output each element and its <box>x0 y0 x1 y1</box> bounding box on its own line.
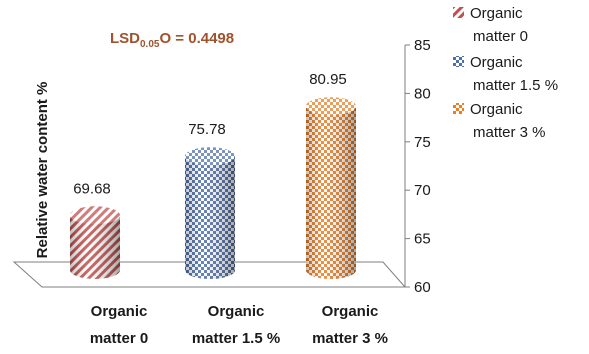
bar-top-highlight <box>185 147 235 166</box>
x-category-label: Organic matter 3 % <box>312 303 388 347</box>
legend-entry: Organic matter 0 <box>453 5 528 45</box>
y-tick-label: 85 <box>414 37 431 54</box>
x-category-label: Organic matter 1.5 % <box>192 303 280 347</box>
lsd-annotation: LSD0.05O = 0.4498 <box>110 30 234 50</box>
data-label: 69.68 <box>73 180 111 197</box>
bar-shading <box>306 106 356 279</box>
y-axis-title: Relative water content % <box>34 82 51 259</box>
x-category-label: Organic matter 0 <box>90 303 148 347</box>
data-label: 80.95 <box>309 71 347 88</box>
y-tick-label: 60 <box>414 279 431 296</box>
bar-top <box>70 206 120 225</box>
data-labels: 69.68 75.78 80.95 <box>73 71 347 197</box>
bar-shading <box>185 156 235 279</box>
bar-top <box>185 147 235 166</box>
legend: Organic matter 0 Organic matter 1.5 % Organi… <box>453 5 558 141</box>
bar-top-highlight <box>70 206 120 225</box>
bar-top-highlight <box>306 97 356 116</box>
x-category-labels: Organic matter 0 Organic matter 1.5 % Organi… <box>90 303 388 347</box>
bar <box>185 147 235 279</box>
y-tick-label: 80 <box>414 85 431 102</box>
legend-entry: Organic matter 1.5 % <box>453 54 558 94</box>
legend-label: Organic matter 1.5 % <box>470 54 558 94</box>
bar-top <box>306 97 356 116</box>
bar-shading <box>70 215 120 279</box>
bar <box>70 206 120 279</box>
legend-swatch <box>453 7 464 18</box>
legend-swatch <box>453 56 464 67</box>
legend-label: Organic matter 3 % <box>470 101 546 141</box>
data-label: 75.78 <box>188 121 226 138</box>
legend-entry: Organic matter 3 % <box>453 101 546 141</box>
y-tick-label: 65 <box>414 231 431 248</box>
legend-label: Organic matter 0 <box>470 5 528 45</box>
y-ticks: 60 65 70 75 80 85 <box>405 37 431 296</box>
y-tick-label: 70 <box>414 182 431 199</box>
legend-swatch <box>453 103 464 114</box>
bar <box>306 97 356 279</box>
y-tick-label: 75 <box>414 134 431 151</box>
bars <box>70 97 356 279</box>
